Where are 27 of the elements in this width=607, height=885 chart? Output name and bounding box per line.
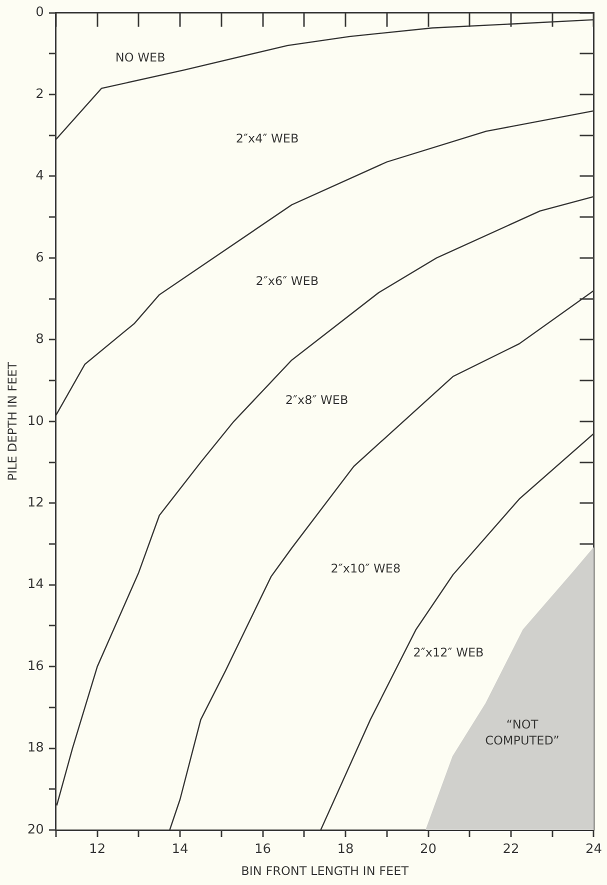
x-tick-label: 14 — [172, 842, 188, 858]
annotation: 2″x4″ WEB — [236, 132, 299, 146]
y-tick-label: 6 — [36, 250, 44, 266]
annotation: 2″x12″ WEB — [413, 646, 484, 660]
y-tick-label: 16 — [27, 658, 44, 674]
annotation: NO WEB — [115, 50, 166, 65]
annotation: 2″x6″ WEB — [256, 274, 319, 288]
annotation: “NOT COMPUTED” — [485, 718, 560, 748]
y-tick-label: 14 — [27, 577, 44, 592]
y-tick-label: 4 — [36, 168, 44, 184]
x-tick-label: 12 — [89, 842, 106, 858]
x-tick-label: 18 — [337, 842, 354, 858]
y-tick-label: 2 — [36, 86, 44, 102]
x-tick-label: 22 — [502, 842, 520, 858]
y-tick-label: 0 — [36, 5, 44, 20]
y-tick-label: 10 — [27, 414, 44, 429]
y-tick-label: 18 — [27, 740, 44, 756]
x-tick-label: 20 — [420, 842, 437, 858]
y-tick-label: 20 — [27, 822, 44, 838]
y-axis-title: PILE DEPTH IN FEET — [5, 361, 20, 481]
y-tick-label: 8 — [36, 332, 44, 348]
x-tick-label: 16 — [254, 842, 272, 858]
x-axis-title: BIN FRONT LENGTH IN FEET — [241, 864, 410, 878]
annotation: 2″x10″ WE8 — [330, 561, 401, 576]
annotation: 2″x8″ WEB — [285, 393, 348, 408]
y-tick-label: 12 — [27, 495, 44, 510]
x-tick-label: 24 — [585, 842, 602, 858]
